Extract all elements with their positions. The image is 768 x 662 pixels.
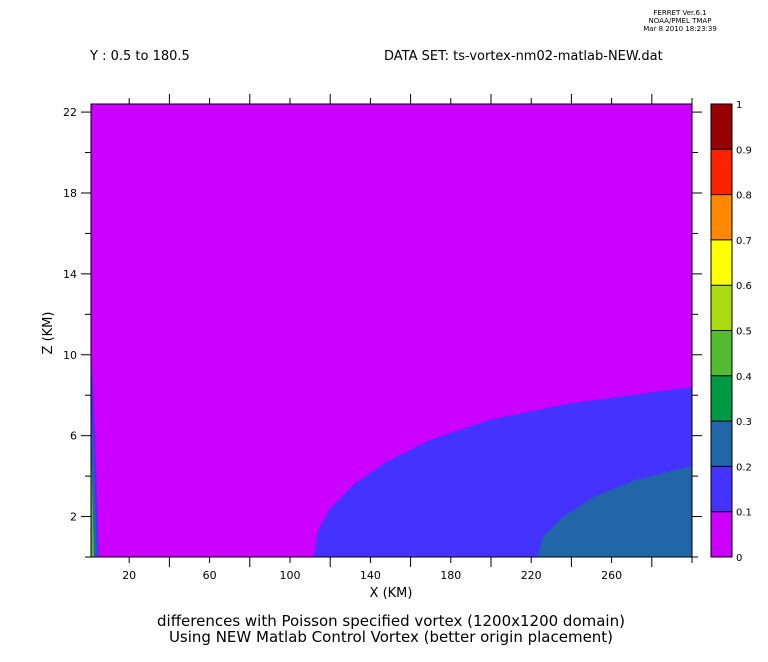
colorbar-tick-label: 0.8 (736, 191, 752, 202)
colorbar-swatch (711, 466, 732, 512)
y-tick-label: 18 (63, 187, 77, 200)
colorbar-legend: 0 0.1 0.2 0.3 0.4 0.5 0.6 0.7 0.8 0.9 1 (710, 100, 752, 564)
dataset-label: DATA SET: ts-vortex-nm02-matlab-NEW.dat (384, 49, 663, 64)
colorbar-tick-label: 0.6 (736, 281, 752, 292)
x-tick-label: 260 (601, 569, 622, 582)
y-tick-label: 10 (63, 349, 77, 362)
colorbar-swatch (711, 194, 732, 240)
contour-band-0.2-0.3 (537, 466, 692, 557)
colorbar-swatch (711, 239, 732, 286)
x-axis-label: X (KM) (370, 586, 413, 601)
noaa-stamp: NOAA/PMEL TMAP (649, 17, 712, 25)
colorbar-tick-label: 0.2 (736, 462, 752, 473)
x-tick-label: 220 (521, 569, 542, 582)
plot-area (90, 103, 693, 558)
y-range-label: Y : 0.5 to 180.5 (89, 49, 190, 64)
colorbar-swatch (711, 285, 732, 331)
y-tick-label: 22 (63, 106, 77, 119)
colorbar-tick-label: 0.3 (736, 417, 752, 428)
y-tick-label: 6 (70, 430, 77, 443)
ferret-version-stamp: FERRET Ver.6.1 (653, 9, 706, 17)
y-axis-label: Z (KM) (41, 312, 56, 355)
y-axis: 2 6 10 14 18 22 (63, 106, 702, 558)
colorbar-swatch (711, 104, 732, 150)
x-tick-label: 100 (279, 569, 300, 582)
y-tick-label: 14 (63, 268, 77, 281)
x-tick-label: 140 (360, 569, 381, 582)
colorbar-swatch (711, 149, 732, 195)
colorbar-swatch (711, 511, 732, 557)
colorbar-tick-label: 0 (736, 553, 742, 564)
colorbar-tick-label: 0.1 (736, 508, 752, 519)
colorbar-tick-label: 1 (736, 100, 742, 111)
colorbar-tick-label: 0.4 (736, 372, 752, 383)
y-tick-label: 2 (70, 511, 77, 524)
x-axis: 20 60 100 140 180 220 260 (122, 94, 693, 582)
chart-title-line2: Using NEW Matlab Control Vortex (better … (169, 628, 613, 646)
colorbar-tick-label: 0.7 (736, 236, 752, 247)
x-tick-label: 60 (203, 569, 217, 582)
colorbar-swatch (711, 421, 732, 467)
colorbar-tick-label: 0.9 (736, 145, 752, 156)
colorbar-swatch (711, 375, 732, 422)
chart-title-line1: differences with Poisson specified vorte… (157, 612, 625, 630)
colorbar-swatch (711, 330, 732, 376)
plot-frame (90, 103, 693, 558)
colorbar-tick-label: 0.5 (736, 327, 752, 338)
contour-band-left-edge-0.4-0.6 (91, 455, 94, 557)
date-stamp: Mar 8 2010 18:23:39 (643, 25, 717, 33)
x-tick-label: 20 (122, 569, 136, 582)
x-tick-label: 180 (440, 569, 461, 582)
